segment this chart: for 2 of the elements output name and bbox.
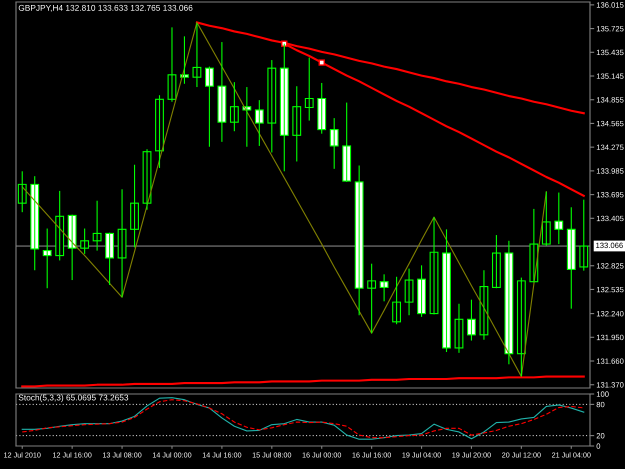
- chart-title: GBPJPY,H4 132.810 133.633 132.765 133.066: [18, 4, 192, 12]
- chart-title: Stoch(5,3,3) 65.0695 73.2653: [18, 394, 128, 402]
